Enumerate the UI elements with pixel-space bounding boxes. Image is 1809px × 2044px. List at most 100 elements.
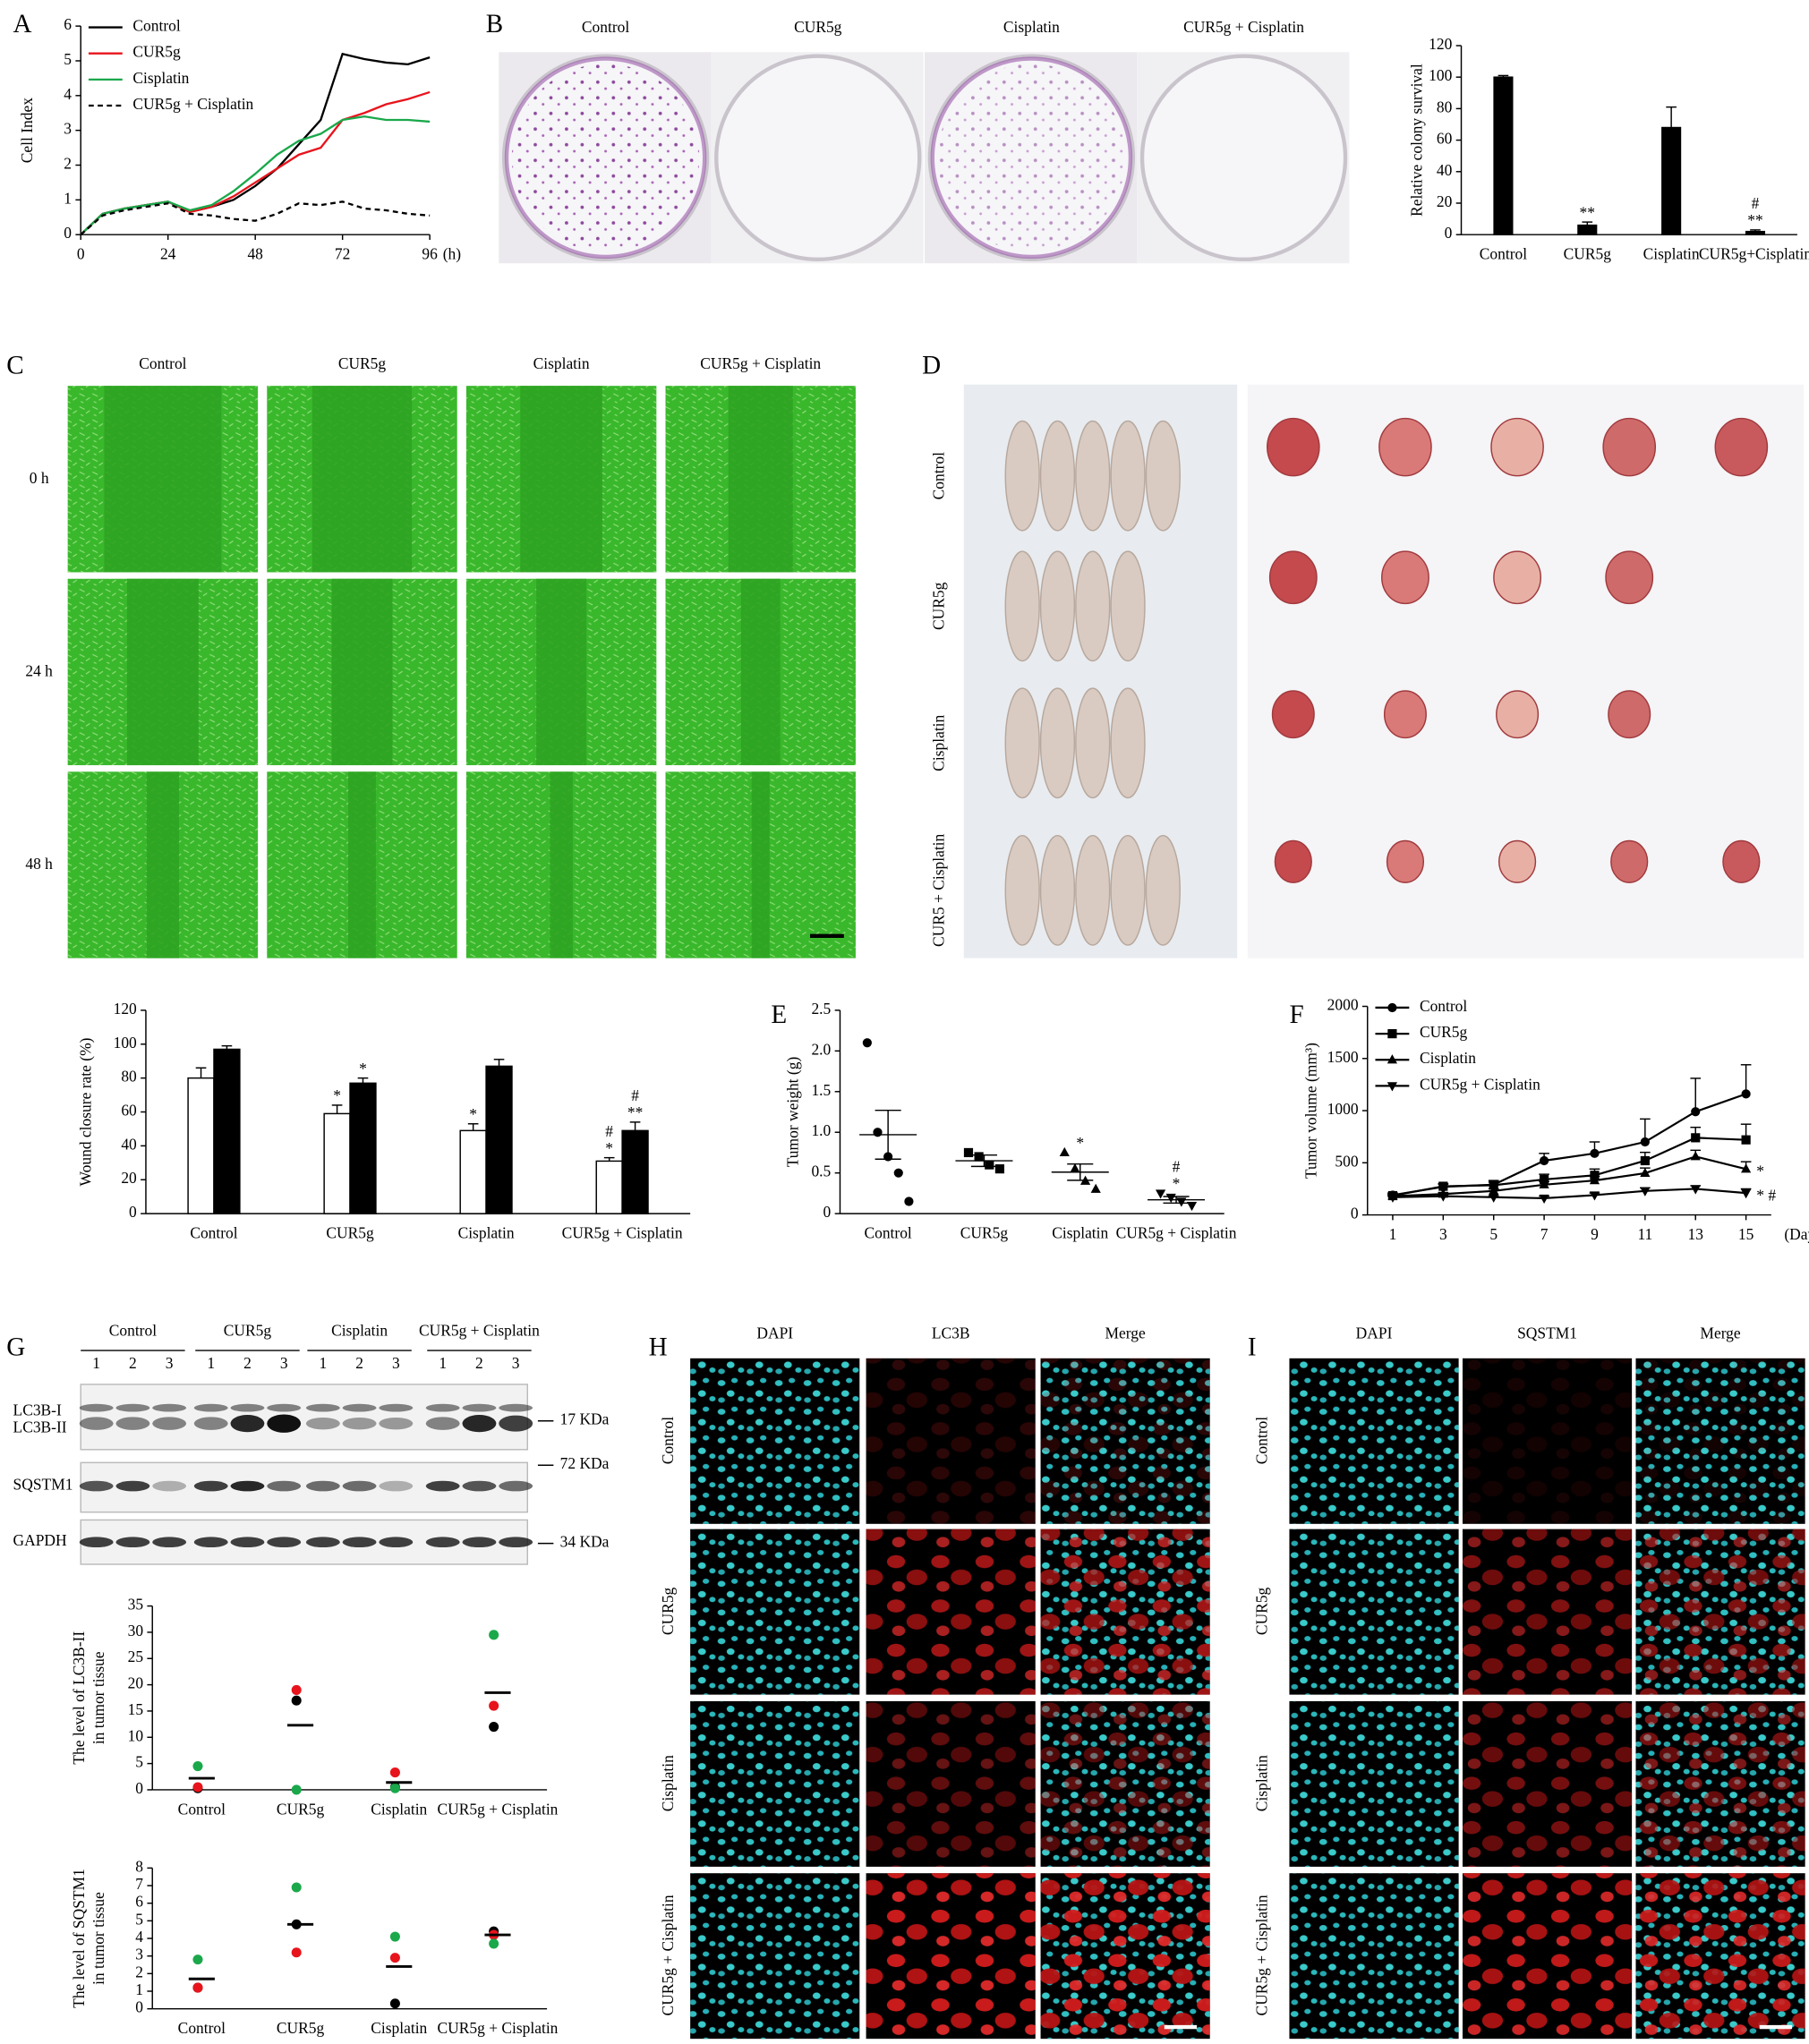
x-tick-label: 15 <box>1738 1225 1754 1243</box>
marker <box>994 1164 1004 1174</box>
lane-label: 2 <box>475 1354 483 1372</box>
row-label: 0 h <box>30 469 49 487</box>
red-signal <box>1462 1700 1633 1867</box>
marker <box>1090 1183 1101 1193</box>
y-tick-label: 5 <box>135 1910 143 1928</box>
series-line <box>1392 1137 1746 1197</box>
marker <box>1176 1197 1187 1207</box>
tumor <box>1714 417 1769 477</box>
mouse <box>1110 420 1146 532</box>
band <box>462 1537 497 1548</box>
point <box>192 1955 203 1965</box>
lane-label: 2 <box>243 1354 252 1372</box>
x-tick-label: Control <box>190 1223 237 1241</box>
red-signal <box>1635 1700 1805 1867</box>
wound-gap <box>146 771 180 958</box>
y-axis-label: in tumor tissue <box>90 1651 107 1744</box>
band <box>115 1480 150 1492</box>
marker <box>1741 1163 1752 1173</box>
annotation: # <box>631 1086 639 1104</box>
marker <box>1640 1167 1651 1178</box>
panel-label: G <box>6 1333 25 1361</box>
dish-label: Control <box>582 18 629 36</box>
band-label: LC3B-II <box>13 1418 67 1435</box>
y-tick-label: 0 <box>64 224 72 242</box>
dapi-signal <box>1289 1529 1459 1695</box>
y-axis-label: Tumor volume (mm³) <box>1302 1043 1320 1179</box>
panel-label: A <box>13 10 32 38</box>
point <box>489 1938 499 1949</box>
marker <box>1589 1175 1600 1185</box>
band <box>462 1480 497 1492</box>
red-signal <box>866 1358 1036 1524</box>
marker <box>1387 1002 1397 1013</box>
group-label: CUR5g + Cisplatin <box>419 1322 540 1340</box>
red-signal <box>866 1700 1036 1867</box>
mouse <box>1110 834 1146 946</box>
y-tick-label: 40 <box>121 1135 137 1153</box>
band <box>115 1403 150 1412</box>
annotation: * <box>359 1060 367 1077</box>
annotation: * <box>333 1086 341 1104</box>
y-tick-label: 1500 <box>1327 1048 1359 1066</box>
red-signal <box>1462 1529 1633 1695</box>
band <box>79 1403 114 1412</box>
y-tick-label: 1.5 <box>811 1081 831 1099</box>
mouse <box>1145 420 1181 532</box>
band <box>305 1417 340 1430</box>
lane-label: 2 <box>355 1354 363 1372</box>
x-tick-label: 3 <box>1439 1225 1447 1243</box>
marker <box>1489 1185 1499 1195</box>
y-tick-label: 40 <box>1437 161 1453 179</box>
marker <box>1741 1135 1751 1145</box>
y-tick-label: 100 <box>1429 66 1452 84</box>
red-signal <box>1040 1529 1210 1695</box>
band <box>193 1537 228 1548</box>
row-label: CUR5g + Cisplatin <box>1252 1895 1270 2015</box>
marker <box>1155 1189 1166 1199</box>
marker <box>1640 1137 1650 1147</box>
x-tick-label: Cisplatin <box>1643 244 1700 262</box>
y-tick-label: 15 <box>128 1700 144 1718</box>
wound-gap <box>728 386 793 573</box>
panel-label: H <box>649 1333 668 1361</box>
tumor <box>1266 417 1320 477</box>
tumor <box>1493 550 1541 605</box>
band <box>425 1537 460 1548</box>
legend-label: CUR5g <box>132 43 181 61</box>
x-tick-label: CUR5g <box>326 1223 374 1241</box>
marker <box>963 1147 974 1158</box>
tumor <box>1496 690 1540 739</box>
band <box>342 1403 377 1412</box>
y-tick-label: 0 <box>129 1203 137 1221</box>
red-signal <box>866 1873 1036 2040</box>
bar <box>459 1129 487 1214</box>
marker-label: 72 KDa <box>560 1454 610 1472</box>
point <box>389 1767 400 1778</box>
x-tick-label: Cisplatin <box>371 1800 427 1818</box>
band <box>193 1417 228 1430</box>
column-label: Merge <box>1700 1324 1740 1342</box>
marker <box>1059 1146 1070 1157</box>
column-label: SQSTM1 <box>1517 1324 1577 1342</box>
dapi-signal <box>1289 1873 1459 2040</box>
tumor <box>1386 839 1425 883</box>
point <box>489 1630 499 1640</box>
band <box>267 1403 302 1412</box>
wound-gap <box>751 771 770 958</box>
mouse <box>1039 834 1076 946</box>
band <box>152 1480 187 1492</box>
band <box>230 1415 265 1433</box>
bar <box>485 1065 513 1214</box>
column-label: Cisplatin <box>533 354 590 372</box>
mouse <box>1075 687 1111 799</box>
y-tick-label: 60 <box>1437 130 1453 148</box>
band <box>305 1537 340 1548</box>
y-tick-label: 80 <box>1437 98 1453 115</box>
mouse <box>1075 420 1111 532</box>
band <box>267 1537 302 1548</box>
wound-gap <box>311 386 413 573</box>
band <box>305 1403 340 1412</box>
x-tick-label: 13 <box>1688 1225 1704 1243</box>
dish-colonies <box>511 64 700 252</box>
